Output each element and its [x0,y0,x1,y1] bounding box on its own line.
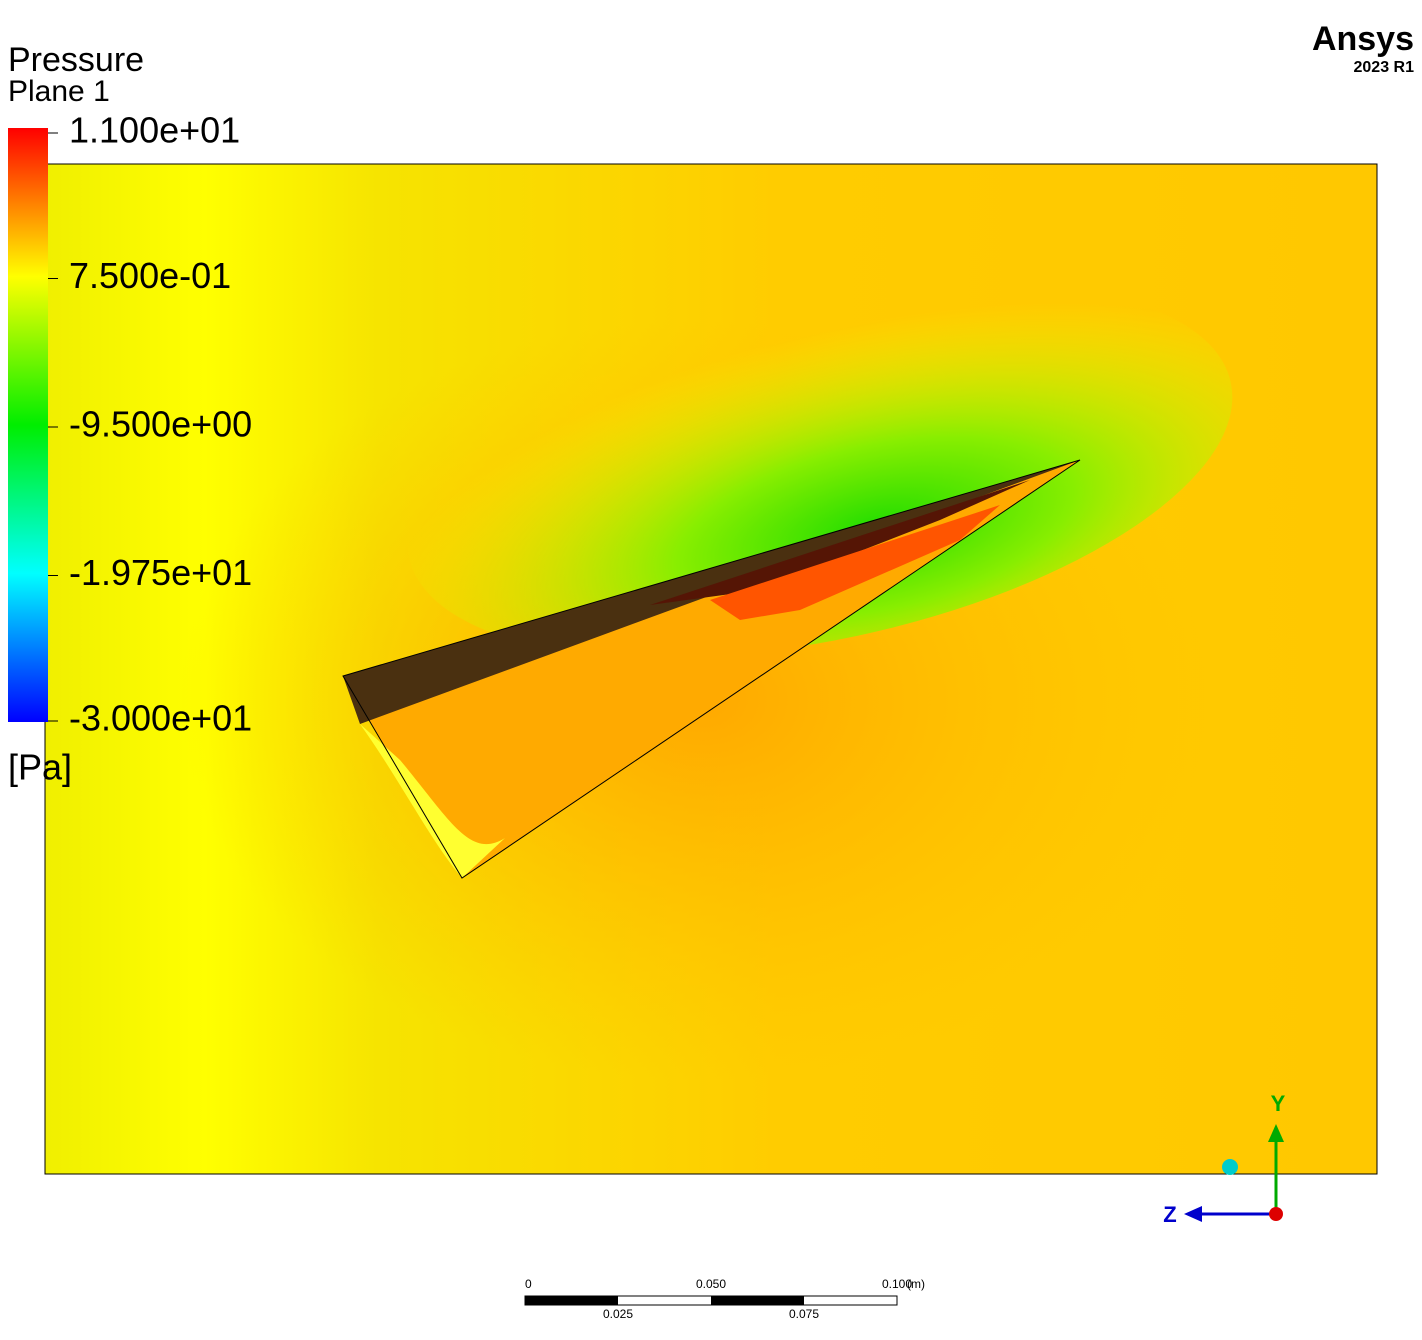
legend-label: 1.100e+01 [69,110,240,151]
legend-unit: [Pa] [8,747,72,788]
legend-title: Pressure [8,41,144,79]
scale-unit: (m) [907,1277,925,1291]
brand: Ansys 2023 R1 [1312,20,1414,76]
axis-label-z: Z [1163,1202,1176,1227]
brand-name: Ansys [1312,20,1414,58]
legend: Pressure Plane 1 1.100e+01 7.500e-01 -9.50… [8,41,252,788]
legend-label: 7.500e-01 [69,255,231,296]
axis-label-y: Y [1271,1091,1286,1116]
legend-label: -9.500e+00 [69,404,252,445]
scale-bar: 0 0.050 0.100(m) 0.025 0.075 [524,1277,925,1321]
scale-label: 0.025 [603,1307,633,1321]
legend-label: -1.975e+01 [69,552,252,593]
contour-field [44,163,1378,1175]
scale-label: 0.100 [882,1277,912,1291]
scale-label: 0 [525,1277,532,1291]
legend-subtitle: Plane 1 [8,75,110,108]
color-bar [8,128,48,722]
legend-label: -3.000e+01 [69,698,252,739]
scale-label: 0.075 [789,1307,819,1321]
scale-label: 0.050 [696,1277,726,1291]
brand-version: 2023 R1 [1354,59,1415,76]
axis-triad: Y Z [1163,1091,1285,1227]
